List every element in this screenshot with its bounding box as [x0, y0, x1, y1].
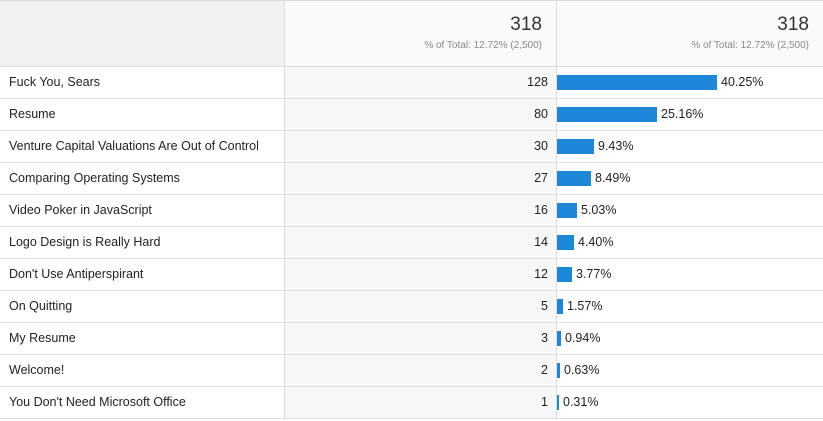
- row-title[interactable]: Logo Design is Really Hard: [0, 227, 285, 258]
- percentage-label: 9.43%: [598, 139, 634, 153]
- percentage-bar: [557, 363, 560, 378]
- table-row[interactable]: Venture Capital Valuations Are Out of Co…: [0, 131, 823, 163]
- row-sessions-value: 30: [285, 131, 557, 162]
- percentage-label: 1.57%: [567, 299, 603, 313]
- table-header: 318 % of Total: 12.72% (2,500) 318 % of …: [0, 0, 823, 67]
- row-title[interactable]: On Quitting: [0, 291, 285, 322]
- row-percentage-cell: 0.94%: [557, 323, 823, 354]
- percentage-label: 5.03%: [581, 203, 617, 217]
- percentage-label: 40.25%: [721, 75, 764, 89]
- table-row[interactable]: Comparing Operating Systems 27 8.49%: [0, 163, 823, 195]
- row-title[interactable]: Comparing Operating Systems: [0, 163, 285, 194]
- percentage-bar: [557, 75, 717, 90]
- sessions-total: 318: [510, 14, 542, 35]
- percentage-label: 0.94%: [565, 331, 601, 345]
- percentage-bar: [557, 267, 572, 282]
- header-dimension-cell: [0, 1, 285, 66]
- row-title[interactable]: You Don't Need Microsoft Office: [0, 387, 285, 418]
- table-row[interactable]: Welcome! 2 0.63%: [0, 355, 823, 387]
- row-sessions-value: 12: [285, 259, 557, 290]
- row-percentage-cell: 0.31%: [557, 387, 823, 418]
- row-sessions-value: 27: [285, 163, 557, 194]
- table-row[interactable]: Fuck You, Sears 128 40.25%: [0, 67, 823, 99]
- row-percentage-cell: 25.16%: [557, 99, 823, 130]
- row-title[interactable]: Welcome!: [0, 355, 285, 386]
- percentage-bar: [557, 203, 577, 218]
- row-sessions-value: 5: [285, 291, 557, 322]
- row-sessions-value: 3: [285, 323, 557, 354]
- row-percentage-cell: 3.77%: [557, 259, 823, 290]
- row-percentage-cell: 5.03%: [557, 195, 823, 226]
- row-title[interactable]: Fuck You, Sears: [0, 67, 285, 98]
- row-sessions-value: 80: [285, 99, 557, 130]
- percentage-label: 0.63%: [564, 363, 600, 377]
- row-sessions-value: 2: [285, 355, 557, 386]
- percentage-bar: [557, 395, 559, 410]
- row-sessions-value: 14: [285, 227, 557, 258]
- percentage-label: 8.49%: [595, 171, 631, 185]
- table-row[interactable]: You Don't Need Microsoft Office 1 0.31%: [0, 387, 823, 419]
- percentage-label: 3.77%: [576, 267, 612, 281]
- percentage-label: 25.16%: [661, 107, 704, 121]
- row-title[interactable]: Don't Use Antiperspirant: [0, 259, 285, 290]
- percentage-label: 0.31%: [563, 395, 599, 409]
- sessions-total-subtext: % of Total: 12.72% (2,500): [424, 40, 542, 51]
- header-percentage-cell: 318 % of Total: 12.72% (2,500): [557, 1, 823, 66]
- percentage-bar: [557, 139, 594, 154]
- percentage-bar: [557, 299, 563, 314]
- percentage-bar: [557, 107, 657, 122]
- row-sessions-value: 128: [285, 67, 557, 98]
- table-row[interactable]: Logo Design is Really Hard 14 4.40%: [0, 227, 823, 259]
- table-row[interactable]: My Resume 3 0.94%: [0, 323, 823, 355]
- percentage-total-subtext: % of Total: 12.72% (2,500): [691, 40, 809, 51]
- table-row[interactable]: Video Poker in JavaScript 16 5.03%: [0, 195, 823, 227]
- percentage-total: 318: [777, 14, 809, 35]
- row-percentage-cell: 1.57%: [557, 291, 823, 322]
- row-percentage-cell: 4.40%: [557, 227, 823, 258]
- row-percentage-cell: 8.49%: [557, 163, 823, 194]
- row-sessions-value: 16: [285, 195, 557, 226]
- row-percentage-cell: 9.43%: [557, 131, 823, 162]
- percentage-label: 4.40%: [578, 235, 614, 249]
- row-sessions-value: 1: [285, 387, 557, 418]
- table-row[interactable]: Resume 80 25.16%: [0, 99, 823, 131]
- row-title[interactable]: Resume: [0, 99, 285, 130]
- table-row[interactable]: Don't Use Antiperspirant 12 3.77%: [0, 259, 823, 291]
- row-title[interactable]: Video Poker in JavaScript: [0, 195, 285, 226]
- percentage-bar: [557, 171, 591, 186]
- header-sessions-cell: 318 % of Total: 12.72% (2,500): [285, 1, 557, 66]
- row-title[interactable]: My Resume: [0, 323, 285, 354]
- row-title[interactable]: Venture Capital Valuations Are Out of Co…: [0, 131, 285, 162]
- percentage-bar: [557, 235, 574, 250]
- row-percentage-cell: 40.25%: [557, 67, 823, 98]
- table-row[interactable]: On Quitting 5 1.57%: [0, 291, 823, 323]
- row-percentage-cell: 0.63%: [557, 355, 823, 386]
- percentage-bar: [557, 331, 561, 346]
